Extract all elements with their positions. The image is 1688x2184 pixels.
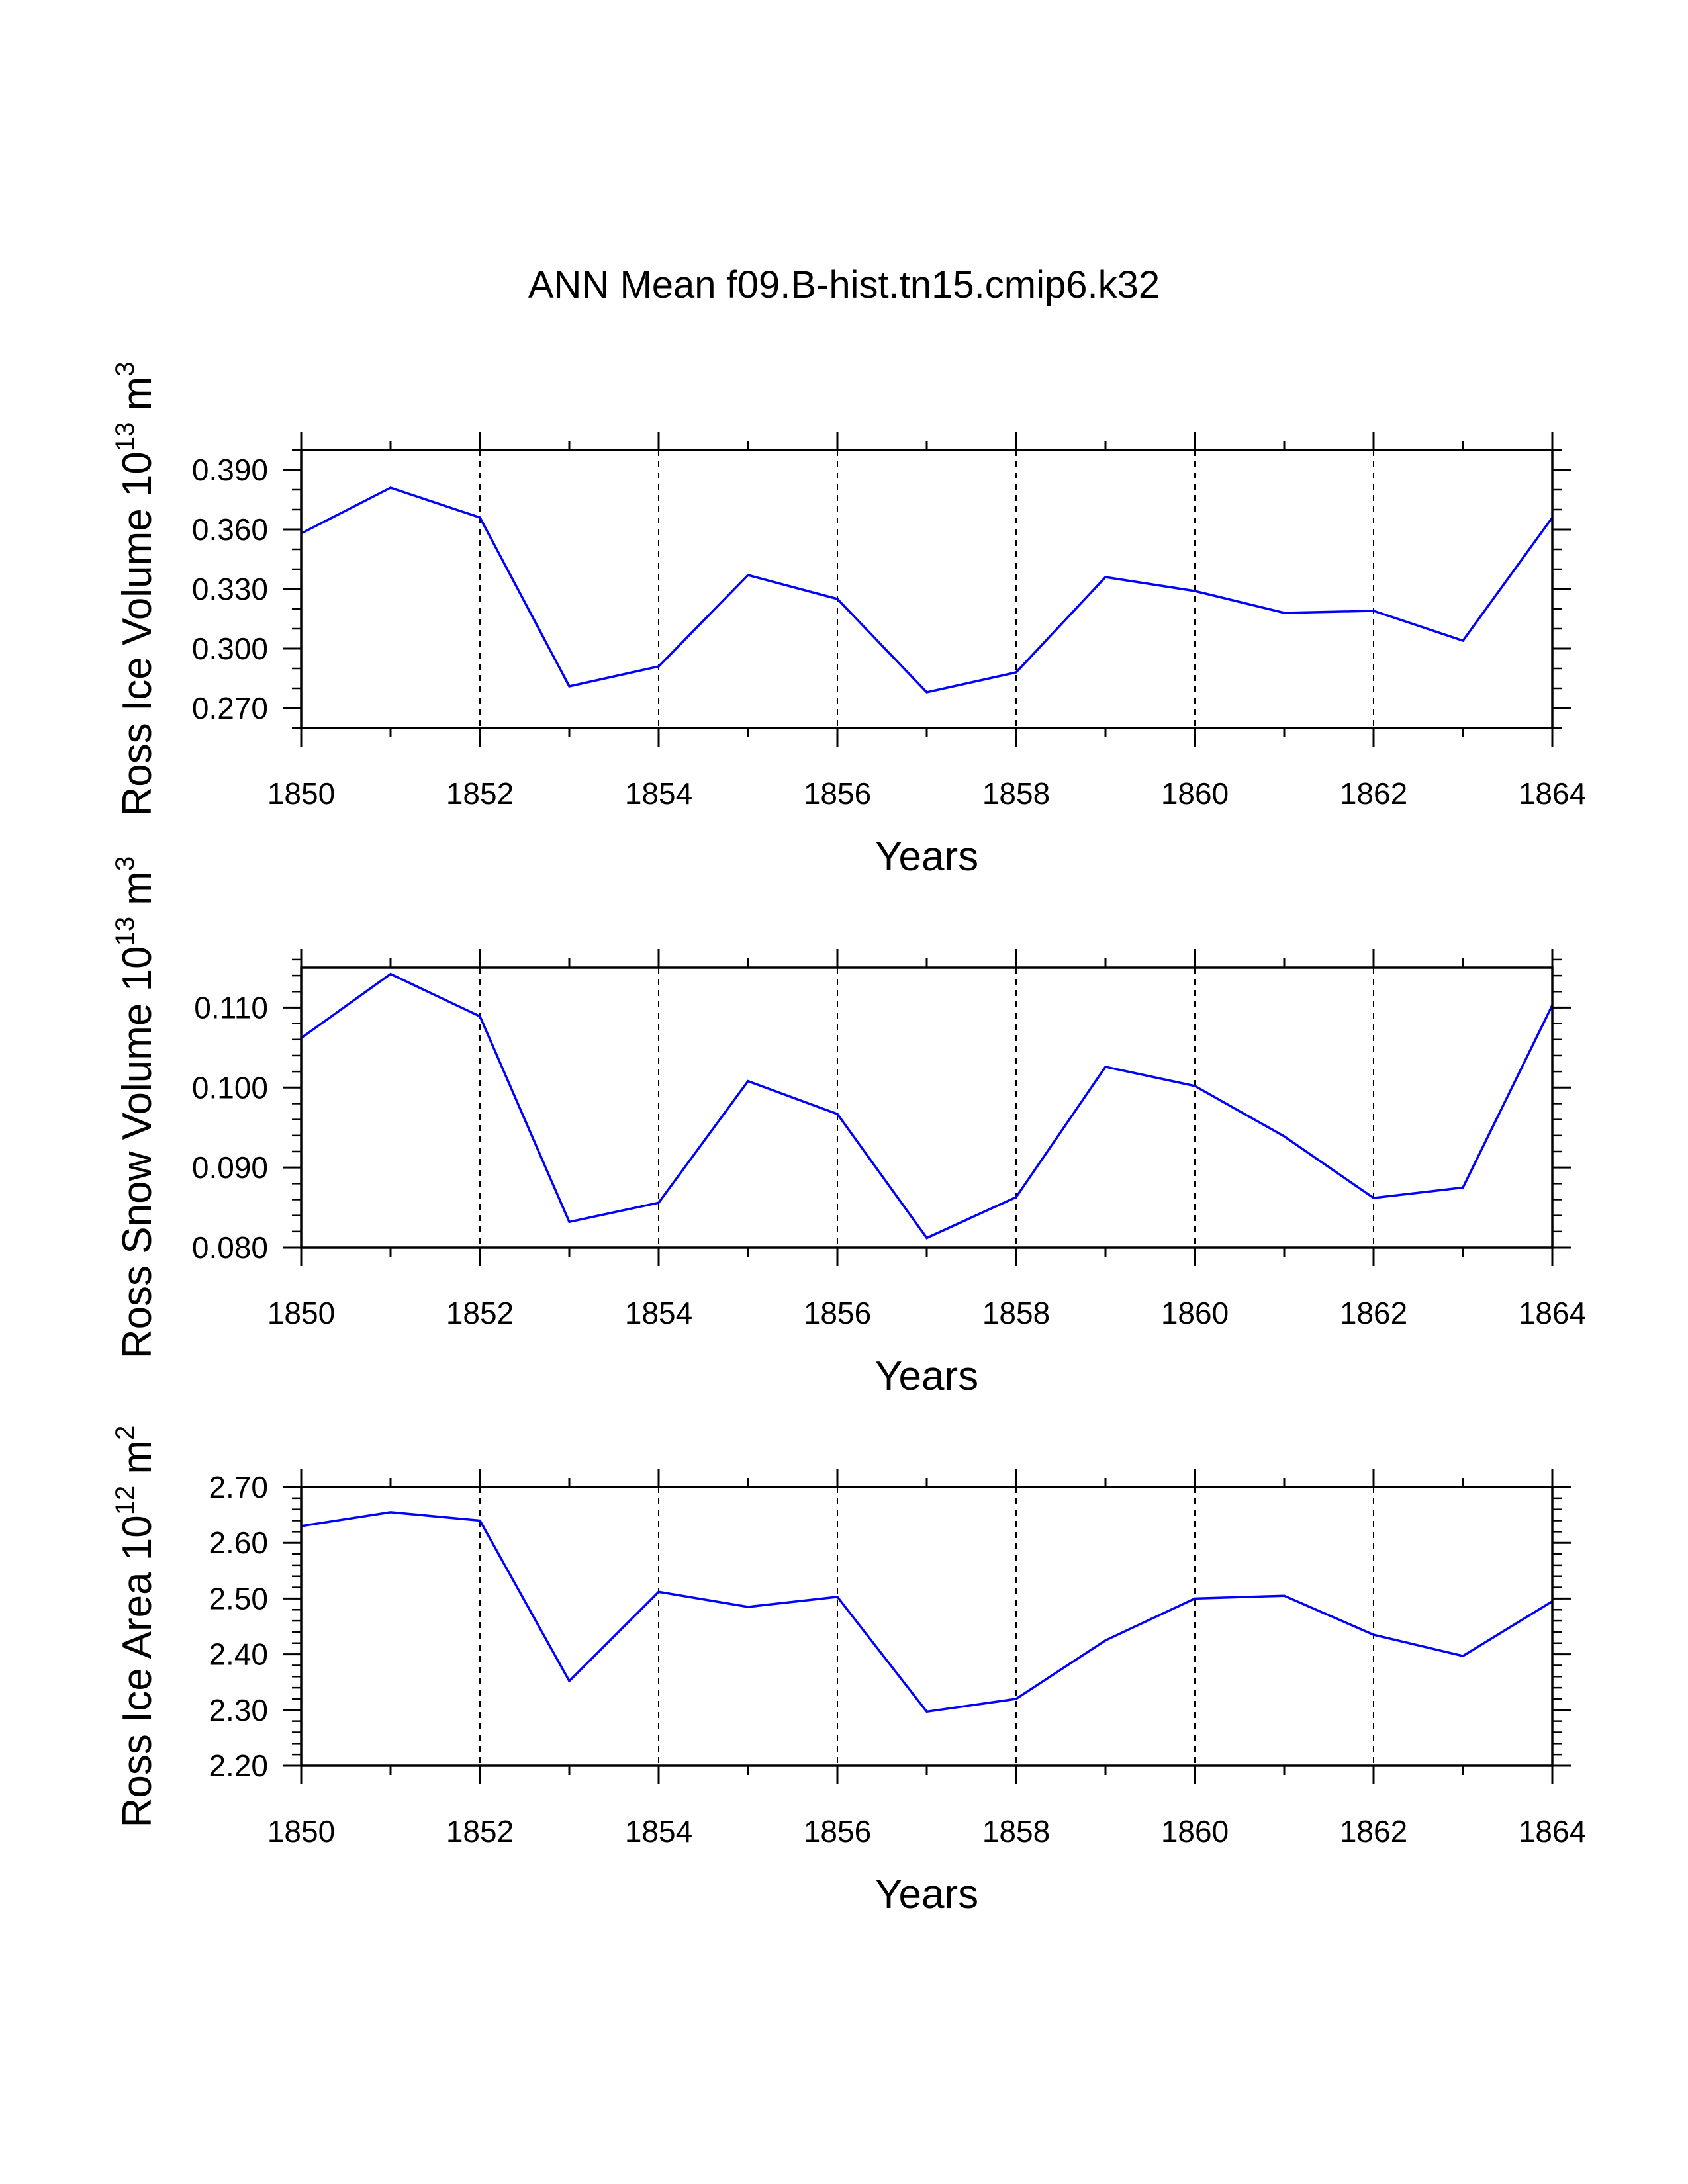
y-tick-label: 2.60 — [209, 1525, 268, 1560]
x-axis-title: Years — [875, 1353, 978, 1399]
x-tick-label: 1854 — [625, 1296, 692, 1330]
y-tick-label: 0.300 — [192, 631, 268, 666]
y-axis-title-unit-exp: 2 — [111, 1426, 140, 1440]
y-axis-title: Ross Ice Volume 1013 m3 — [111, 361, 160, 816]
y-tick-label: 2.20 — [209, 1749, 268, 1783]
x-tick-label: 1850 — [267, 1814, 335, 1848]
x-tick-label: 1860 — [1161, 1296, 1229, 1330]
chart-title: ANN Mean f09.B-hist.tn15.cmip6.k32 — [528, 263, 1160, 306]
y-axis-title-text: Ross Snow Volume 10 — [115, 946, 160, 1359]
y-axis-title-unit: m — [115, 377, 160, 422]
x-tick-label: 1850 — [267, 1296, 335, 1330]
y-tick-label: 0.100 — [192, 1070, 268, 1105]
x-tick-label: 1854 — [625, 1814, 692, 1848]
x-tick-label: 1856 — [804, 1296, 871, 1330]
panel-3: 1850 1852 1854 1856 1858 1860 1862 1864 Years 2.2… — [111, 1426, 1586, 1917]
x-tick-label: 1856 — [804, 1814, 871, 1848]
x-tick-label: 1864 — [1519, 776, 1586, 811]
x-tick-label: 1856 — [804, 776, 871, 811]
y-axis-title-exp: 13 — [111, 917, 140, 946]
x-tick-label: 1852 — [446, 1814, 514, 1848]
x-tick-label: 1864 — [1519, 1814, 1586, 1848]
x-tick-label: 1862 — [1340, 1814, 1407, 1848]
x-tick-label: 1858 — [982, 1296, 1050, 1330]
y-axis-title: Ross Ice Area 1012 m2 — [111, 1426, 160, 1828]
x-axis-title: Years — [875, 834, 978, 880]
panel-1: 1850 1852 1854 1856 1858 1860 1862 1864 Years 0.2… — [111, 361, 1586, 880]
x-tick-label: 1852 — [446, 1296, 514, 1330]
x-tick-label: 1860 — [1161, 1814, 1229, 1848]
y-tick-label: 2.50 — [209, 1581, 268, 1615]
y-tick-label: 0.330 — [192, 572, 268, 606]
y-tick-label: 2.40 — [209, 1637, 268, 1672]
panels: 1850 1852 1854 1856 1858 1860 1862 1864 Years 0.2… — [111, 361, 1586, 1917]
y-axis-title-text: Ross Ice Volume 10 — [115, 451, 160, 816]
y-axis-title-exp: 12 — [111, 1486, 140, 1516]
x-tick-label: 1862 — [1340, 1296, 1407, 1330]
x-tick-label: 1852 — [446, 776, 514, 811]
x-tick-label: 1850 — [267, 776, 335, 811]
x-tick-label: 1858 — [982, 776, 1050, 811]
y-axis-title-unit-exp: 3 — [111, 856, 140, 871]
x-tick-label: 1860 — [1161, 776, 1229, 811]
y-tick-label: 0.360 — [192, 512, 268, 547]
y-axis-title-unit: m — [115, 871, 160, 917]
panel-2: 1850 1852 1854 1856 1858 1860 1862 1864 Years 0.0… — [111, 856, 1586, 1399]
x-tick-label: 1858 — [982, 1814, 1050, 1848]
y-axis-title: Ross Snow Volume 1013 m3 — [111, 856, 160, 1359]
y-axis-title-unit: m — [115, 1440, 160, 1486]
x-tick-label: 1864 — [1519, 1296, 1586, 1330]
y-tick-label: 0.080 — [192, 1230, 268, 1265]
y-axis-title-unit-exp: 3 — [111, 361, 140, 376]
x-axis-title: Years — [875, 1872, 978, 1917]
y-axis-title-text: Ross Ice Area 10 — [115, 1515, 160, 1827]
y-tick-label: 0.270 — [192, 691, 268, 725]
y-tick-label: 0.090 — [192, 1150, 268, 1185]
x-tick-label: 1862 — [1340, 776, 1407, 811]
y-axis-title-exp: 13 — [111, 422, 140, 452]
y-tick-label: 0.110 — [194, 990, 268, 1024]
x-tick-label: 1854 — [625, 776, 692, 811]
y-tick-label: 2.30 — [209, 1693, 268, 1727]
y-tick-label: 0.390 — [192, 453, 268, 487]
y-tick-label: 2.70 — [209, 1470, 268, 1504]
